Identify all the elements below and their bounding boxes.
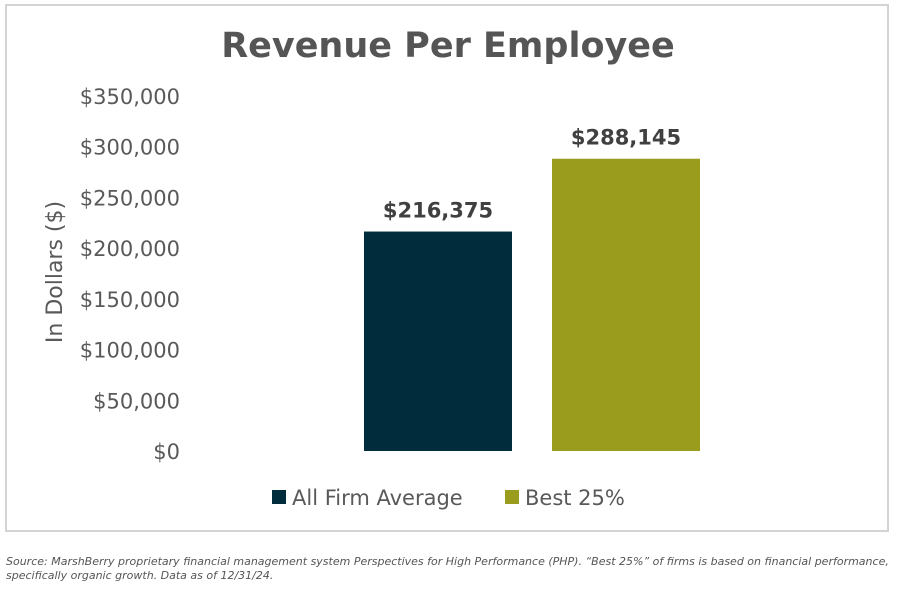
y-tick-label: $0 [153,440,180,464]
y-tick-label: $50,000 [93,389,180,413]
y-tick-label: $150,000 [80,288,180,312]
legend-swatch [272,490,286,504]
legend-label: Best 25% [525,486,625,510]
chart-title: Revenue Per Employee [221,26,675,66]
revenue-per-employee-chart: Revenue Per Employee In Dollars ($) $0 $5… [43,26,700,510]
legend-swatch [505,490,519,504]
bar-2 [552,158,700,451]
y-tick-label: $100,000 [80,339,180,363]
bar-data-label: $288,145 [571,126,681,150]
legend-label: All Firm Average [292,486,463,510]
bar-data-label: $216,375 [383,199,493,223]
legend: All Firm Average Best 25% [272,486,625,510]
y-axis-label: In Dollars ($) [43,201,68,343]
y-tick-label: $250,000 [80,186,180,210]
y-tick-label: $350,000 [80,85,180,109]
bars: $216,375 $288,145 [364,126,700,451]
y-tick-label: $200,000 [80,237,180,261]
y-axis-ticks: $0 $50,000 $100,000 $150,000 $200,000 $250,00… [80,85,180,464]
bar-1 [364,231,512,451]
source-note: Source: MarshBerry proprietary financial… [6,555,889,582]
y-tick-label: $300,000 [80,136,180,160]
